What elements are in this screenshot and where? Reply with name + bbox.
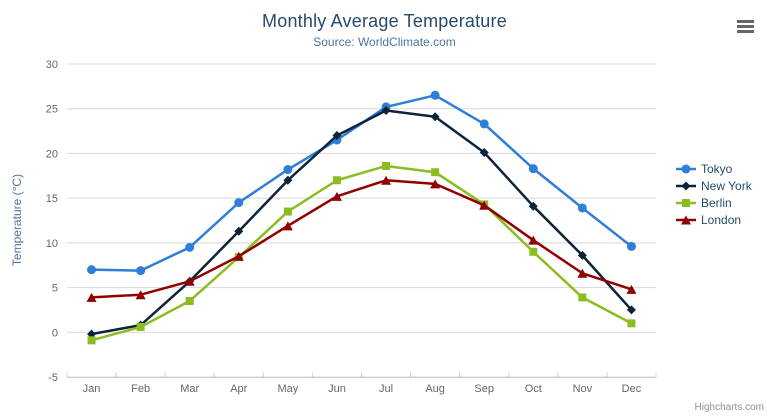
legend-item-tokyo[interactable]: Tokyo <box>676 162 752 176</box>
legend-marker-berlin <box>676 199 696 207</box>
data-point-london[interactable] <box>184 276 195 286</box>
data-point-berlin[interactable] <box>431 168 440 177</box>
legend-marker-new-york <box>676 181 696 191</box>
data-point-london[interactable] <box>331 191 342 201</box>
data-point-london[interactable] <box>479 200 490 210</box>
data-point-new-york[interactable] <box>234 226 244 236</box>
data-point-new-york[interactable] <box>430 112 440 122</box>
data-point-berlin[interactable] <box>87 336 96 345</box>
x-tick-label: Apr <box>230 383 247 395</box>
series-line-tokyo[interactable] <box>90 94 633 272</box>
data-point-tokyo[interactable] <box>577 203 587 213</box>
y-tick-label: 10 <box>46 238 58 250</box>
data-point-london[interactable] <box>528 235 539 245</box>
data-point-berlin[interactable] <box>627 319 636 328</box>
legend-label: Tokyo <box>701 162 733 176</box>
chart-title: Monthly Average Temperature <box>262 11 507 31</box>
y-tick-label: 15 <box>46 193 58 205</box>
data-point-berlin[interactable] <box>332 176 341 185</box>
data-point-london[interactable] <box>233 251 244 261</box>
data-point-london[interactable] <box>86 292 97 302</box>
x-tick-label: Jul <box>379 383 393 395</box>
data-point-london[interactable] <box>381 175 392 185</box>
data-point-berlin[interactable] <box>382 161 391 170</box>
data-point-new-york[interactable] <box>87 329 97 339</box>
x-tick-label: Mar <box>180 383 199 395</box>
data-point-tokyo[interactable] <box>479 119 489 129</box>
data-point-tokyo[interactable] <box>87 265 97 275</box>
data-point-tokyo[interactable] <box>234 198 244 208</box>
y-tick-label: 5 <box>52 283 58 295</box>
legend-marker-symbol[interactable] <box>681 215 691 225</box>
x-tick-label: Dec <box>622 383 642 395</box>
legend-item-new-york[interactable]: New York <box>676 179 752 193</box>
legend: Tokyo New York Berlin London <box>676 162 752 227</box>
context-menu-button[interactable] <box>734 17 757 36</box>
legend-item-london[interactable]: London <box>676 213 752 227</box>
data-point-tokyo[interactable] <box>430 90 440 100</box>
data-point-berlin[interactable] <box>136 322 145 331</box>
data-point-london[interactable] <box>282 221 293 231</box>
data-point-berlin[interactable] <box>185 296 194 305</box>
legend-label: Berlin <box>701 196 732 210</box>
y-tick-label: 25 <box>46 104 58 116</box>
credits-link[interactable]: Highcharts.com <box>694 402 764 413</box>
x-tick-label: Feb <box>131 383 150 395</box>
data-point-new-york[interactable] <box>479 148 489 158</box>
data-point-new-york[interactable] <box>528 201 538 211</box>
chart-subtitle: Source: WorldClimate.com <box>313 35 456 49</box>
y-tick-label: -5 <box>48 372 58 384</box>
x-tick-label: Jun <box>328 383 346 395</box>
data-point-new-york[interactable] <box>332 131 342 141</box>
y-tick-label: 30 <box>46 59 58 71</box>
data-point-tokyo[interactable] <box>185 242 195 252</box>
data-point-tokyo[interactable] <box>283 165 293 175</box>
data-point-new-york[interactable] <box>626 305 636 315</box>
legend-label: London <box>701 213 742 227</box>
y-tick-label: 0 <box>52 327 58 339</box>
data-point-new-york[interactable] <box>577 250 587 260</box>
legend-item-berlin[interactable]: Berlin <box>676 196 752 210</box>
series-tokyo[interactable] <box>87 90 636 276</box>
data-point-london[interactable] <box>135 290 146 300</box>
series-line-new-york[interactable] <box>90 109 633 336</box>
series-new-york[interactable] <box>87 106 636 339</box>
legend-marker-tokyo <box>676 164 696 174</box>
data-point-berlin[interactable] <box>529 247 538 256</box>
data-point-london[interactable] <box>626 284 637 294</box>
data-point-london[interactable] <box>577 268 588 278</box>
data-point-tokyo[interactable] <box>528 164 538 174</box>
series-london[interactable] <box>86 175 637 302</box>
data-point-london[interactable] <box>430 179 441 189</box>
data-point-new-york[interactable] <box>283 175 293 185</box>
series-line-london[interactable] <box>90 179 633 299</box>
data-point-tokyo[interactable] <box>136 266 146 276</box>
legend-marker-symbol[interactable] <box>682 199 690 207</box>
y-axis-title: Temperature (°C) <box>10 173 24 267</box>
hamburger-menu-icon <box>737 20 754 33</box>
x-tick-label: Aug <box>425 383 445 395</box>
legend-label: New York <box>701 179 752 193</box>
data-point-new-york[interactable] <box>381 106 391 116</box>
x-tick-label: Oct <box>525 383 542 395</box>
legend-marker-london <box>676 215 696 225</box>
data-point-berlin[interactable] <box>283 207 292 216</box>
legend-marker-symbol[interactable] <box>681 181 691 191</box>
series-line-berlin[interactable] <box>90 164 633 342</box>
x-tick-label: Nov <box>573 383 593 395</box>
x-tick-label: Sep <box>474 383 494 395</box>
x-tick-label: Jan <box>83 383 101 395</box>
y-tick-label: 20 <box>46 148 58 160</box>
data-point-berlin[interactable] <box>578 293 587 302</box>
x-tick-label: May <box>277 383 298 395</box>
data-point-tokyo[interactable] <box>626 241 636 251</box>
legend-marker-symbol[interactable] <box>681 164 691 174</box>
